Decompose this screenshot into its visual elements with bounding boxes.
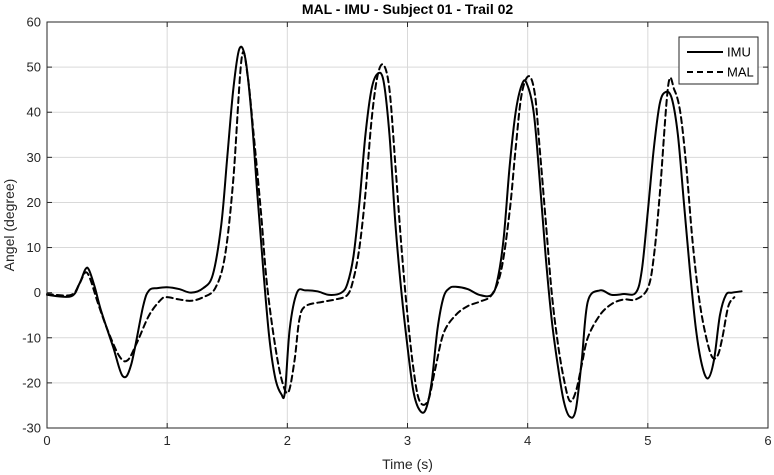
y-tick-label: 30: [27, 150, 41, 165]
y-tick-label: -20: [22, 375, 41, 390]
y-tick-label: 40: [27, 105, 41, 120]
chart-title: MAL - IMU - Subject 01 - Trail 02: [302, 1, 514, 17]
y-tick-label: 60: [27, 15, 41, 30]
x-tick-label: 4: [524, 433, 531, 448]
y-tick-label: 20: [27, 195, 41, 210]
legend-box: [678, 36, 759, 85]
y-tick-label: -30: [22, 421, 41, 436]
series-line-imu: [46, 45, 743, 419]
y-ticks: -30 -20 -10 0 10 20 30 40 50 60: [22, 15, 768, 436]
y-tick-label: 10: [27, 240, 41, 255]
x-tick-label: 6: [764, 433, 771, 448]
x-ticks: 0 1 2 3 4 5 6: [43, 22, 772, 448]
legend: IMU MAL: [678, 36, 759, 85]
y-tick-label: 50: [27, 60, 41, 75]
x-axis-title: Time (s): [382, 456, 433, 472]
legend-label-imu: IMU: [727, 45, 751, 60]
series-line-mal: [46, 50, 736, 406]
x-tick-label: 2: [284, 433, 291, 448]
y-axis-title: Angel (degree): [1, 179, 17, 272]
x-tick-label: 3: [404, 433, 411, 448]
legend-label-mal: MAL: [727, 65, 754, 80]
x-tick-label: 1: [164, 433, 171, 448]
series-group: [46, 45, 743, 419]
y-tick-label: 0: [34, 285, 41, 300]
y-tick-label: -10: [22, 330, 41, 345]
x-tick-label: 5: [644, 433, 651, 448]
x-tick-label: 0: [43, 433, 50, 448]
